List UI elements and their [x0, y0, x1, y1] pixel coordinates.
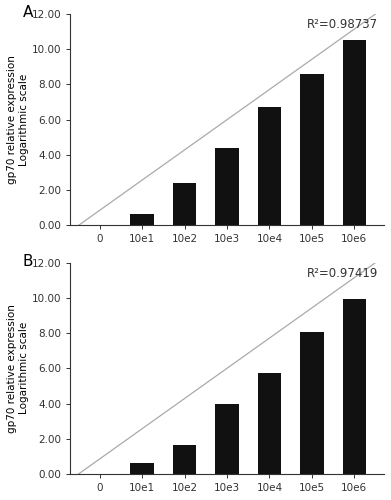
Bar — [173, 445, 196, 474]
Bar — [215, 404, 239, 474]
Text: A: A — [23, 6, 33, 20]
Bar — [131, 214, 154, 226]
Bar — [215, 148, 239, 226]
Bar — [131, 463, 154, 474]
Y-axis label: gp70 relative expression
Logarithmic scale: gp70 relative expression Logarithmic sca… — [7, 55, 29, 184]
Text: B: B — [23, 254, 33, 269]
Bar — [300, 332, 324, 474]
Bar — [258, 108, 281, 226]
Text: R²=0.97419: R²=0.97419 — [307, 267, 378, 280]
Bar — [300, 74, 324, 226]
Bar — [343, 40, 366, 226]
Bar — [173, 184, 196, 226]
Y-axis label: gp70 relative expression
Logarithmic scale: gp70 relative expression Logarithmic sca… — [7, 304, 29, 432]
Bar — [258, 373, 281, 474]
Bar — [343, 298, 366, 474]
Text: R²=0.98737: R²=0.98737 — [307, 18, 378, 31]
